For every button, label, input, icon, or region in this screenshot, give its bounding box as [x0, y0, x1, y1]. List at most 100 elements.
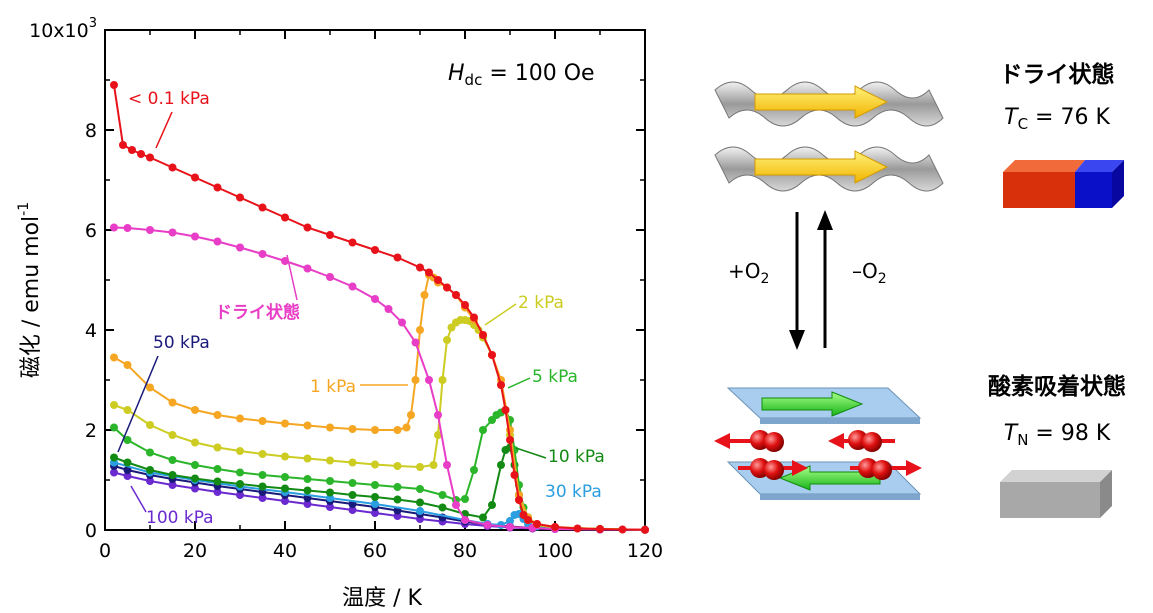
data-point: [384, 305, 393, 313]
label-leader: [507, 377, 531, 389]
data-point: [348, 479, 357, 487]
data-point: [110, 81, 118, 89]
y-tick-label: 4: [85, 320, 97, 342]
data-point: [425, 376, 433, 384]
data-point: [618, 525, 627, 534]
data-point: [326, 456, 334, 465]
data-point: [348, 458, 357, 467]
data-point: [393, 426, 402, 434]
data-point: [515, 496, 523, 504]
field-subscript: dc: [465, 71, 483, 89]
data-point: [470, 313, 478, 322]
flat-sheet-top: [726, 387, 922, 424]
y-tick-label: 6: [85, 220, 97, 242]
data-point: [416, 485, 424, 493]
ferromagnet-block-icon: [1003, 160, 1124, 208]
data-point: [393, 462, 402, 470]
data-point: [371, 481, 379, 489]
series-label: 50 kPa: [153, 333, 210, 353]
data-point: [281, 213, 289, 222]
data-point: [258, 450, 267, 458]
data-point: [438, 491, 447, 499]
data-point: [573, 524, 582, 533]
data-point: [236, 480, 244, 488]
data-point: [119, 141, 127, 149]
series-label: 30 kPa: [545, 482, 602, 502]
data-point: [479, 426, 487, 434]
y-axis-title-text: 磁化 / emu mol: [19, 216, 44, 378]
data-point: [488, 501, 496, 509]
data-point: [416, 463, 424, 471]
data-point: [236, 243, 244, 252]
data-point: [110, 453, 118, 462]
data-point: [452, 291, 460, 299]
y-axis-title-sup: -1: [16, 202, 32, 216]
data-point: [191, 474, 199, 483]
x-tick-label: 40: [273, 540, 297, 562]
label-leader: [130, 485, 147, 513]
data-point: [213, 443, 222, 452]
data-point: [533, 520, 541, 528]
y-axis-title: 磁化 / emu mol-1: [16, 202, 44, 378]
antiferromagnet-block-icon: [1000, 470, 1112, 518]
adsorb-arrow: [789, 212, 805, 350]
data-point: [470, 466, 478, 474]
y-tick-label: 0: [85, 520, 97, 542]
label-leader: [515, 447, 547, 459]
oxygen-atom: [862, 432, 882, 452]
data-point: [326, 503, 334, 511]
oxygen-atom: [872, 460, 892, 480]
data-point: [213, 237, 222, 246]
data-point: [398, 318, 406, 327]
data-point: [236, 447, 244, 455]
magnetization-chart: 0 20 40 60 80 100 120 0 2 4 6 8 10x103 < 0.1 kPa ドライ状…: [16, 16, 663, 611]
data-point: [123, 406, 132, 414]
data-point: [641, 525, 649, 534]
data-point: [110, 401, 118, 409]
data-point: [348, 238, 357, 247]
oxygen-atom: [764, 432, 784, 452]
data-point: [416, 507, 424, 515]
data-point: [326, 494, 334, 502]
data-point: [281, 419, 289, 428]
data-point: [348, 506, 357, 514]
data-point: [128, 146, 136, 154]
data-point: [411, 338, 420, 347]
data-point: [416, 263, 424, 272]
series-label: 5 kPa: [532, 367, 578, 387]
data-point: [438, 376, 447, 384]
field-annotation: Hdc = 100 Oe: [448, 61, 595, 89]
desorb-arrow: [817, 210, 833, 348]
data-point: [506, 436, 514, 444]
data-point: [483, 521, 492, 529]
data-point: [236, 193, 244, 202]
data-point: [236, 468, 244, 477]
data-point: [393, 483, 402, 491]
data-point: [281, 497, 289, 505]
x-tick-label: 80: [453, 540, 477, 562]
label-leader: [117, 355, 159, 453]
data-point: [434, 276, 442, 284]
data-point: [497, 461, 505, 469]
data-point: [123, 466, 132, 474]
data-point: [416, 498, 424, 507]
data-point: [213, 411, 222, 419]
data-point: [146, 421, 154, 429]
data-point: [551, 523, 559, 531]
data-point: [479, 331, 487, 339]
data-point: [236, 491, 244, 499]
data-point: [191, 484, 199, 493]
tick-labels: 0 20 40 60 80 100 120 0 2 4 6 8 10x103: [29, 16, 663, 562]
x-tick-label: 60: [363, 540, 387, 562]
data-point: [110, 223, 118, 232]
wavy-sheet-bottom: [714, 146, 944, 192]
data-point: [146, 383, 154, 392]
series-label: ドライ状態: [215, 302, 300, 323]
data-point: [110, 468, 118, 477]
data-point: [168, 163, 177, 172]
data-point: [420, 291, 429, 299]
series-labels: < 0.1 kPa ドライ状態 1 kPa 2 kPa 5 kPa 10 kPa 30 kP…: [117, 89, 605, 528]
data-point: [461, 516, 469, 524]
data-point: [168, 431, 177, 439]
x-tick-label: 120: [627, 540, 663, 562]
